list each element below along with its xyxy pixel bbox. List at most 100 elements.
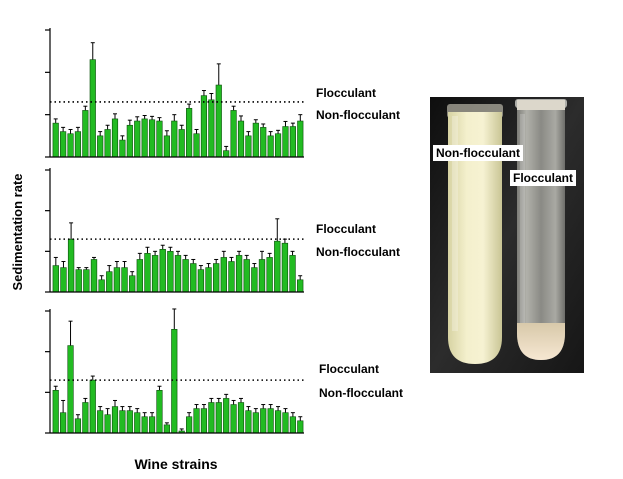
bar (252, 122, 259, 158)
bar (75, 269, 82, 293)
bar (126, 410, 133, 434)
bar (208, 402, 215, 434)
bar (282, 126, 289, 158)
bar (186, 108, 193, 158)
non-flocculant-tube (447, 104, 503, 364)
x-axis-label: Wine strains (134, 456, 217, 472)
bar (200, 95, 208, 158)
bar (60, 131, 67, 158)
bar (245, 410, 252, 434)
bar (274, 133, 282, 158)
bar (193, 408, 200, 434)
bar (151, 255, 159, 293)
bar (89, 379, 96, 434)
bar (267, 135, 274, 158)
bar (141, 416, 148, 434)
bar (52, 265, 59, 293)
panel-bottom: Flocculant Non-flocculant (45, 308, 403, 434)
bar (223, 150, 230, 158)
bar (111, 406, 119, 434)
panel-top: Flocculant Non-flocculant (45, 28, 400, 158)
bar (97, 410, 104, 434)
bar (67, 238, 75, 293)
bar (136, 259, 143, 293)
panel-middle: Flocculant Non-flocculant (45, 168, 400, 293)
bar (243, 259, 250, 293)
bar (281, 242, 289, 293)
bar (251, 267, 258, 293)
bar (67, 345, 74, 434)
bar (220, 257, 227, 293)
bar (174, 255, 182, 293)
bar (193, 133, 200, 158)
bar-panels: Flocculant Non-flocculant Flocculant Non-fl… (45, 28, 403, 434)
bar (230, 404, 237, 434)
bar (171, 120, 178, 158)
bar (215, 402, 222, 434)
bar (82, 402, 89, 434)
bar (163, 135, 170, 158)
bar (104, 414, 111, 434)
bar (289, 126, 296, 158)
bar (223, 398, 230, 434)
bar (156, 389, 163, 434)
flocculant-label: Flocculant (316, 222, 376, 236)
bar (297, 120, 304, 158)
bar (182, 259, 189, 293)
bar (156, 120, 163, 158)
bar (297, 279, 304, 293)
bar (215, 84, 222, 158)
bar (289, 255, 296, 293)
bar (200, 408, 208, 434)
flocculant-tube (515, 99, 567, 360)
bar (190, 263, 197, 293)
bar (67, 133, 74, 158)
bar (267, 408, 274, 434)
bar (148, 416, 156, 434)
bar (235, 255, 243, 293)
bar (74, 418, 82, 434)
bar (252, 412, 259, 434)
bar (289, 416, 296, 434)
bar (163, 424, 170, 434)
bar (134, 120, 141, 158)
bar (258, 259, 266, 293)
bar (106, 271, 113, 293)
non-flocculant-tube-label: Non-flocculant (433, 145, 523, 161)
bar (260, 408, 267, 434)
bar (97, 135, 104, 158)
tube-photo (430, 97, 584, 373)
non-flocculant-label: Non-flocculant (316, 108, 400, 122)
flocculant-label: Flocculant (316, 86, 376, 100)
y-axis-label: Sedimentation rate (10, 173, 25, 290)
bar (113, 267, 121, 293)
bar (60, 412, 67, 434)
bar (104, 129, 111, 158)
bar (245, 135, 252, 158)
bar (111, 118, 119, 158)
bar (119, 139, 126, 158)
bar (148, 119, 156, 158)
bar (178, 129, 185, 158)
bar (126, 124, 133, 158)
bar (205, 267, 212, 293)
bar (237, 120, 245, 158)
bar (274, 410, 282, 434)
bar (121, 267, 128, 293)
bar (144, 253, 151, 293)
flocculant-label: Flocculant (319, 362, 379, 376)
bar (237, 402, 245, 434)
bar (208, 99, 215, 158)
bar (186, 416, 193, 434)
bar (197, 269, 205, 293)
bar (83, 269, 90, 293)
bar (282, 412, 289, 434)
bar (98, 279, 105, 293)
bar (171, 328, 178, 434)
bar (167, 251, 174, 293)
flocculant-tube-label: Flocculant (510, 170, 577, 186)
bar (60, 267, 67, 293)
bar (89, 59, 96, 158)
bar (90, 259, 98, 293)
